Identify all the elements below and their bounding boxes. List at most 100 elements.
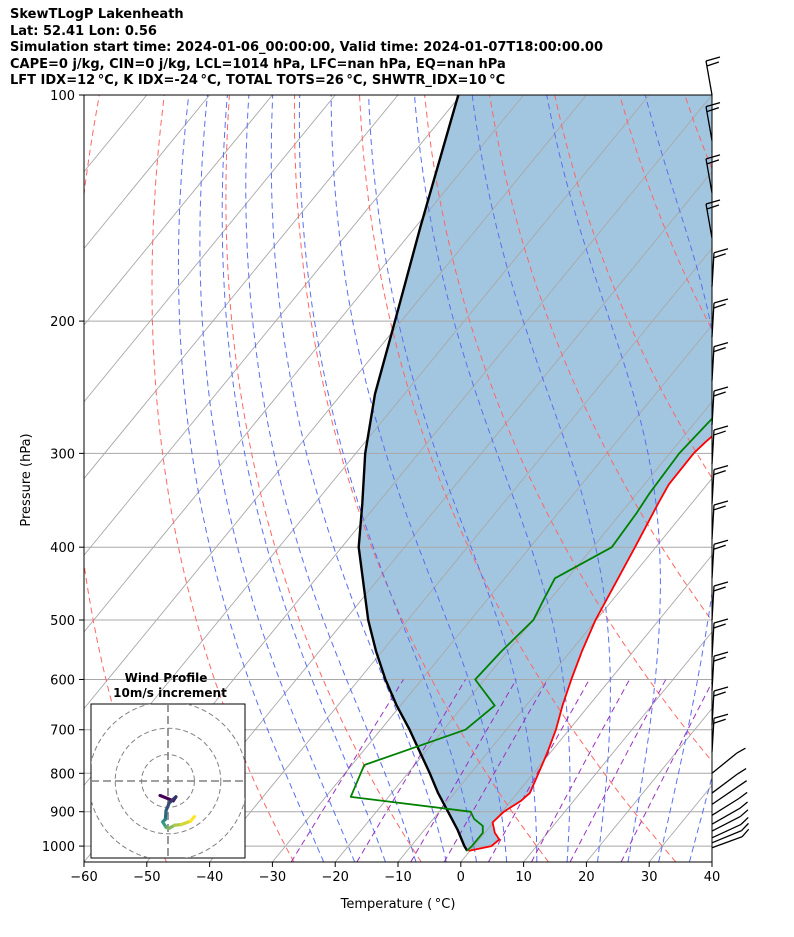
wind-barb xyxy=(711,425,729,465)
mixing-ratio-line xyxy=(290,679,404,862)
wind-barb xyxy=(711,500,729,539)
x-tick-label: −50 xyxy=(133,870,160,885)
wind-barb xyxy=(711,768,747,794)
isotherm-line xyxy=(711,861,712,862)
moist-adiabat xyxy=(720,95,794,862)
x-tick-label: −10 xyxy=(384,870,411,885)
isotherm-line xyxy=(84,95,587,710)
moist-adiabat xyxy=(368,95,538,862)
hodograph-title: Wind Profile xyxy=(125,671,208,685)
profile-curves xyxy=(349,95,712,852)
wind-barb xyxy=(711,386,729,426)
wind-barb xyxy=(711,465,729,504)
moist-adiabat xyxy=(298,95,477,862)
y-axis-label: Pressure (hPa) xyxy=(19,433,34,526)
cape-cin-shading xyxy=(358,95,712,851)
x-tick-label: 0 xyxy=(457,870,465,885)
mixing-ratio-line xyxy=(356,679,466,862)
hodograph-plot xyxy=(91,704,245,858)
chart-header: SkewTLogP Lakenheath Lat: 52.41 Lon: 0.5… xyxy=(10,7,603,90)
mixing-ratio-line xyxy=(488,679,590,862)
location-line: Lat: 52.41 Lon: 0.56 xyxy=(10,23,157,39)
dry-adiabat xyxy=(554,95,712,479)
wind-barb xyxy=(711,298,729,338)
wind-barb xyxy=(711,618,729,657)
wind-barb xyxy=(705,154,721,194)
isotherm-line xyxy=(146,170,712,862)
wind-barb xyxy=(711,651,729,691)
y-tick-label: 700 xyxy=(50,724,75,739)
y-tick-label: 100 xyxy=(50,89,75,104)
x-tick-label: −60 xyxy=(70,870,97,885)
mixing-ratio-line xyxy=(410,679,517,862)
wind-barb xyxy=(705,101,721,141)
isotherm-line xyxy=(84,95,524,633)
isotherm-line xyxy=(334,401,712,862)
time-line: Simulation start time: 2024-01-06_00:00:… xyxy=(10,40,603,55)
x-tick-label: 10 xyxy=(515,870,532,885)
wind-barb xyxy=(705,199,721,239)
moist-adiabat xyxy=(471,95,611,862)
isotherm-line xyxy=(84,95,210,250)
dry-adiabat xyxy=(424,95,712,763)
x-axis-label: Temperature ( °C) xyxy=(340,897,456,912)
isotherm-line xyxy=(523,631,712,862)
wind-barb xyxy=(711,816,749,839)
isotherm-line xyxy=(586,707,712,862)
wind-barb xyxy=(711,780,748,805)
isotherm-line xyxy=(84,95,336,403)
moist-adiabat xyxy=(177,95,325,862)
title-line: SkewTLogP Lakenheath xyxy=(10,7,184,22)
x-tick-label: −20 xyxy=(321,870,348,885)
wind-barb xyxy=(711,248,729,287)
mixing-ratio-line xyxy=(530,679,631,862)
isotherm-line xyxy=(775,95,794,862)
dry-adiabat xyxy=(359,95,677,862)
wind-barb xyxy=(711,581,729,621)
wind-barb xyxy=(705,56,721,96)
wind-barb xyxy=(711,686,729,726)
isotherm-line xyxy=(84,95,85,96)
y-tick-label: 1000 xyxy=(42,840,75,855)
cape-cin-region xyxy=(358,95,712,851)
dry-adiabat xyxy=(151,95,295,862)
x-tick-label: 20 xyxy=(578,870,595,885)
wind-barb xyxy=(711,822,749,844)
wind-barb xyxy=(711,801,748,825)
wind-barbs xyxy=(705,56,750,849)
y-tick-label: 800 xyxy=(50,767,75,782)
wind-barb xyxy=(711,747,746,774)
isotherm-line xyxy=(397,477,712,862)
wind-barb xyxy=(711,341,729,381)
moist-adiabat xyxy=(414,95,571,862)
wind-barb xyxy=(711,809,749,832)
isotherm-line xyxy=(209,247,712,862)
x-tick-label: −30 xyxy=(259,870,286,885)
dewpoint-curve xyxy=(349,416,712,852)
y-tick-label: 200 xyxy=(50,315,75,330)
moist-adiabat xyxy=(245,95,417,862)
moist-adiabat xyxy=(330,95,508,862)
temperature-curve xyxy=(468,435,712,852)
mixing-ratio-line xyxy=(443,679,549,862)
hodograph-inset: Wind Profile 10m/s increment xyxy=(90,671,246,859)
x-tick-label: 30 xyxy=(641,870,658,885)
y-tick-label: 500 xyxy=(50,614,75,629)
hodograph-segment xyxy=(179,819,193,827)
isotherm-line xyxy=(84,95,273,326)
cape-line: CAPE=0 j/kg, CIN=0 j/kg, LCL=1014 hPa, L… xyxy=(10,56,506,72)
mixing-ratio-line xyxy=(569,679,667,862)
x-tick-label: −40 xyxy=(196,870,223,885)
wind-barb xyxy=(711,539,729,579)
hodograph-subtitle: 10m/s increment xyxy=(113,686,227,700)
isotherm-line xyxy=(84,95,462,556)
moist-adiabat xyxy=(270,95,447,862)
moist-adiabat xyxy=(546,95,661,862)
moist-adiabat xyxy=(644,95,712,862)
x-tick-label: 40 xyxy=(704,870,721,885)
hodograph-segment xyxy=(188,815,196,823)
isotherm-line xyxy=(460,554,712,862)
y-tick-label: 300 xyxy=(50,447,75,462)
wind-barb xyxy=(711,791,748,816)
